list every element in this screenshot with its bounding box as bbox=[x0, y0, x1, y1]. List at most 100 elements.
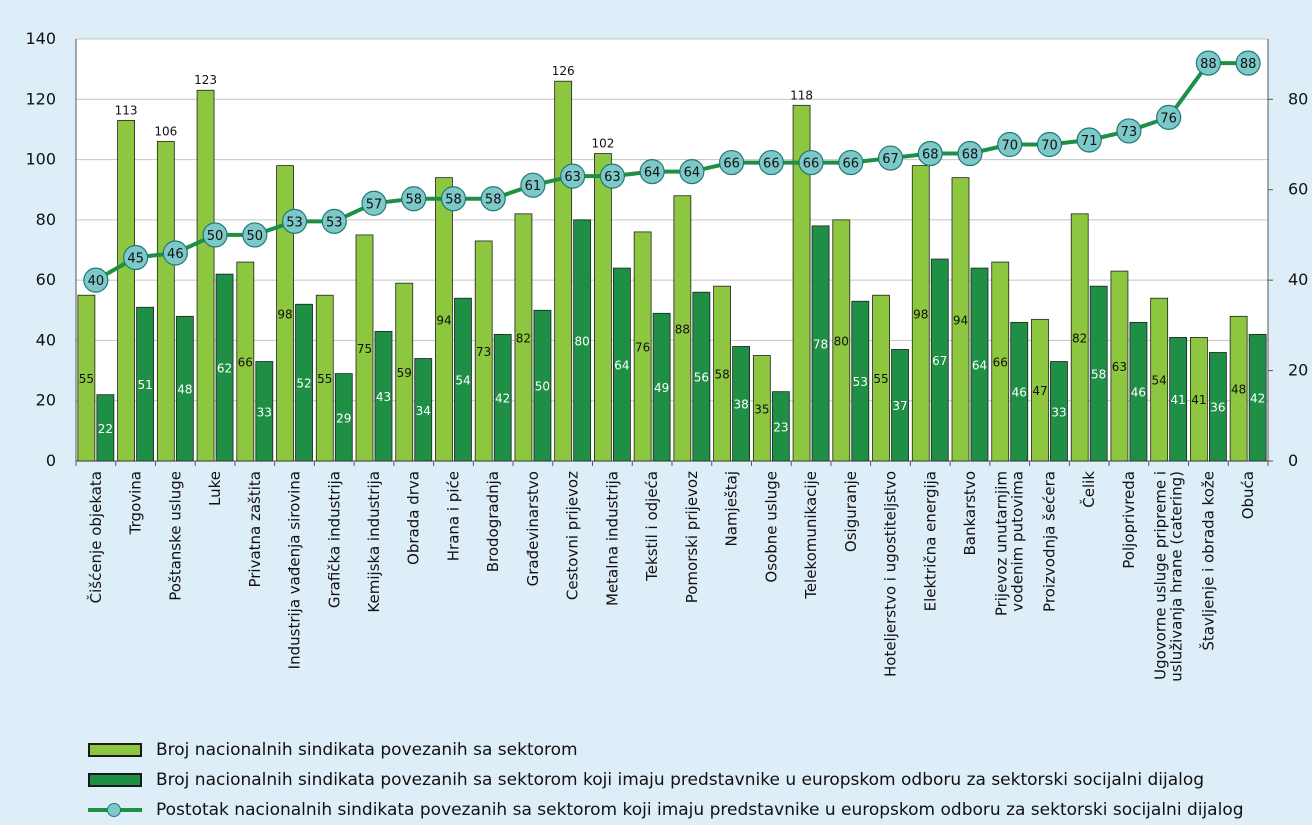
percentage-marker bbox=[679, 159, 705, 185]
bar-total-unions bbox=[276, 165, 294, 462]
bar-total-unions bbox=[792, 104, 811, 462]
data-label-represented: 54 bbox=[455, 374, 470, 388]
data-label-represented: 42 bbox=[1250, 392, 1265, 406]
data-label-total: 54 bbox=[1152, 374, 1167, 388]
bar-total-unions bbox=[395, 282, 414, 462]
x-category-label: Prijevoz unutarnjim bbox=[993, 471, 1011, 616]
x-category-label: Trgovina bbox=[127, 471, 145, 535]
bar-total-unions bbox=[911, 165, 930, 462]
percentage-label: 45 bbox=[127, 252, 144, 267]
y-left-tick-label: 20 bbox=[36, 391, 56, 410]
percentage-marker bbox=[1156, 104, 1182, 130]
data-label-total: 66 bbox=[993, 356, 1008, 370]
data-label-represented: 53 bbox=[853, 375, 868, 389]
x-category-label: Luke bbox=[206, 471, 224, 506]
bar-represented-unions bbox=[334, 373, 353, 462]
data-label-represented: 33 bbox=[1051, 405, 1066, 419]
bar-represented-unions bbox=[136, 306, 155, 462]
bar-represented-unions bbox=[295, 303, 313, 462]
data-label-total: 82 bbox=[1072, 331, 1087, 345]
data-label-represented: 34 bbox=[416, 404, 431, 418]
x-category-label: Telekomunikacije bbox=[802, 471, 820, 600]
percentage-marker bbox=[718, 149, 745, 176]
percentage-marker bbox=[1116, 118, 1142, 144]
bar-represented-unions bbox=[414, 358, 433, 462]
data-label-total: 55 bbox=[873, 372, 888, 386]
bar-total-unions bbox=[315, 294, 334, 462]
legend-line-marker-icon bbox=[88, 803, 142, 817]
percentage-marker bbox=[480, 186, 506, 212]
bar-total-unions bbox=[554, 80, 573, 462]
percentage-marker bbox=[997, 131, 1023, 158]
bar-represented-unions bbox=[613, 267, 631, 462]
data-label-total: 76 bbox=[635, 340, 650, 354]
percentage-marker bbox=[162, 240, 188, 266]
data-label-represented: 52 bbox=[296, 377, 311, 391]
bar-total-unions bbox=[196, 89, 215, 462]
bar-total-unions bbox=[633, 231, 652, 462]
data-label-represented: 58 bbox=[1091, 368, 1106, 382]
x-category-label: Metalna industrija bbox=[603, 471, 621, 606]
percentage-label: 57 bbox=[366, 197, 383, 212]
x-category-label: Tekstil i odjeća bbox=[643, 471, 661, 582]
percentage-label: 66 bbox=[723, 157, 740, 172]
bar-represented-unions bbox=[255, 361, 274, 462]
data-label-represented: 56 bbox=[694, 371, 709, 385]
percentage-marker bbox=[758, 149, 784, 176]
percentage-label: 76 bbox=[1160, 111, 1177, 126]
bar-total-unions bbox=[236, 261, 255, 462]
data-label-represented: 48 bbox=[177, 383, 192, 397]
bar-represented-unions bbox=[771, 391, 790, 462]
data-label-represented: 64 bbox=[614, 359, 629, 373]
data-label-total: 47 bbox=[1032, 384, 1047, 398]
x-category-label: usluživanja hrane (catering) bbox=[1168, 471, 1186, 682]
data-label-total: 98 bbox=[277, 307, 292, 321]
data-label-total: 118 bbox=[790, 88, 813, 102]
bar-represented-unions bbox=[970, 267, 989, 462]
percentage-marker bbox=[798, 149, 824, 176]
percentage-label: 64 bbox=[684, 166, 701, 181]
x-category-label: Brodogradnja bbox=[484, 471, 502, 572]
data-label-total: 94 bbox=[436, 313, 451, 327]
data-label-represented: 42 bbox=[495, 392, 510, 406]
percentage-label: 67 bbox=[882, 152, 899, 167]
data-label-represented: 38 bbox=[733, 398, 748, 412]
percentage-marker bbox=[877, 145, 904, 171]
percentage-marker bbox=[520, 172, 546, 198]
percentage-label: 66 bbox=[803, 157, 820, 172]
data-label-represented: 78 bbox=[813, 337, 828, 351]
bar-represented-unions bbox=[175, 315, 194, 462]
y-right-tick-label: 60 bbox=[1288, 180, 1308, 199]
percentage-label: 71 bbox=[1081, 134, 1098, 149]
y-left-tick-label: 120 bbox=[25, 89, 56, 108]
x-category-label: Hrana i piće bbox=[444, 471, 462, 561]
x-category-label: Pomorski prijevoz bbox=[683, 471, 701, 603]
percentage-marker bbox=[1235, 50, 1261, 76]
percentage-label: 73 bbox=[1121, 125, 1138, 140]
x-category-label: Štavljenje i obrada kože bbox=[1198, 471, 1217, 651]
x-category-label: Osiguranje bbox=[842, 471, 860, 552]
percentage-label: 58 bbox=[485, 193, 502, 208]
data-label-represented: 51 bbox=[137, 378, 152, 392]
bar-total-unions bbox=[673, 195, 692, 462]
bar-total-unions bbox=[474, 240, 493, 462]
x-category-label: Grafička industrija bbox=[325, 471, 343, 608]
data-label-total: 55 bbox=[317, 372, 332, 386]
y-right-tick-label: 40 bbox=[1288, 270, 1308, 289]
percentage-label: 68 bbox=[962, 148, 979, 163]
x-category-label: Ugovorne usluge pripreme i bbox=[1152, 471, 1170, 680]
y-left-tick-label: 100 bbox=[25, 150, 56, 169]
percentage-label: 50 bbox=[247, 229, 264, 244]
bar-total-unions bbox=[156, 141, 175, 462]
percentage-label: 64 bbox=[644, 166, 661, 181]
data-label-total: 59 bbox=[397, 366, 412, 380]
data-label-represented: 33 bbox=[257, 405, 272, 419]
data-label-represented: 41 bbox=[1171, 393, 1186, 407]
y-left-tick-label: 40 bbox=[36, 330, 56, 349]
legend-item-represented-unions: Broj nacionalnih sindikata povezanih sa … bbox=[88, 765, 1244, 795]
y-right-tick-label: 20 bbox=[1288, 361, 1308, 380]
plot-area bbox=[76, 39, 1268, 461]
percentage-label: 68 bbox=[922, 148, 939, 163]
bar-represented-unions bbox=[811, 225, 830, 462]
bar-represented-unions bbox=[573, 219, 592, 462]
